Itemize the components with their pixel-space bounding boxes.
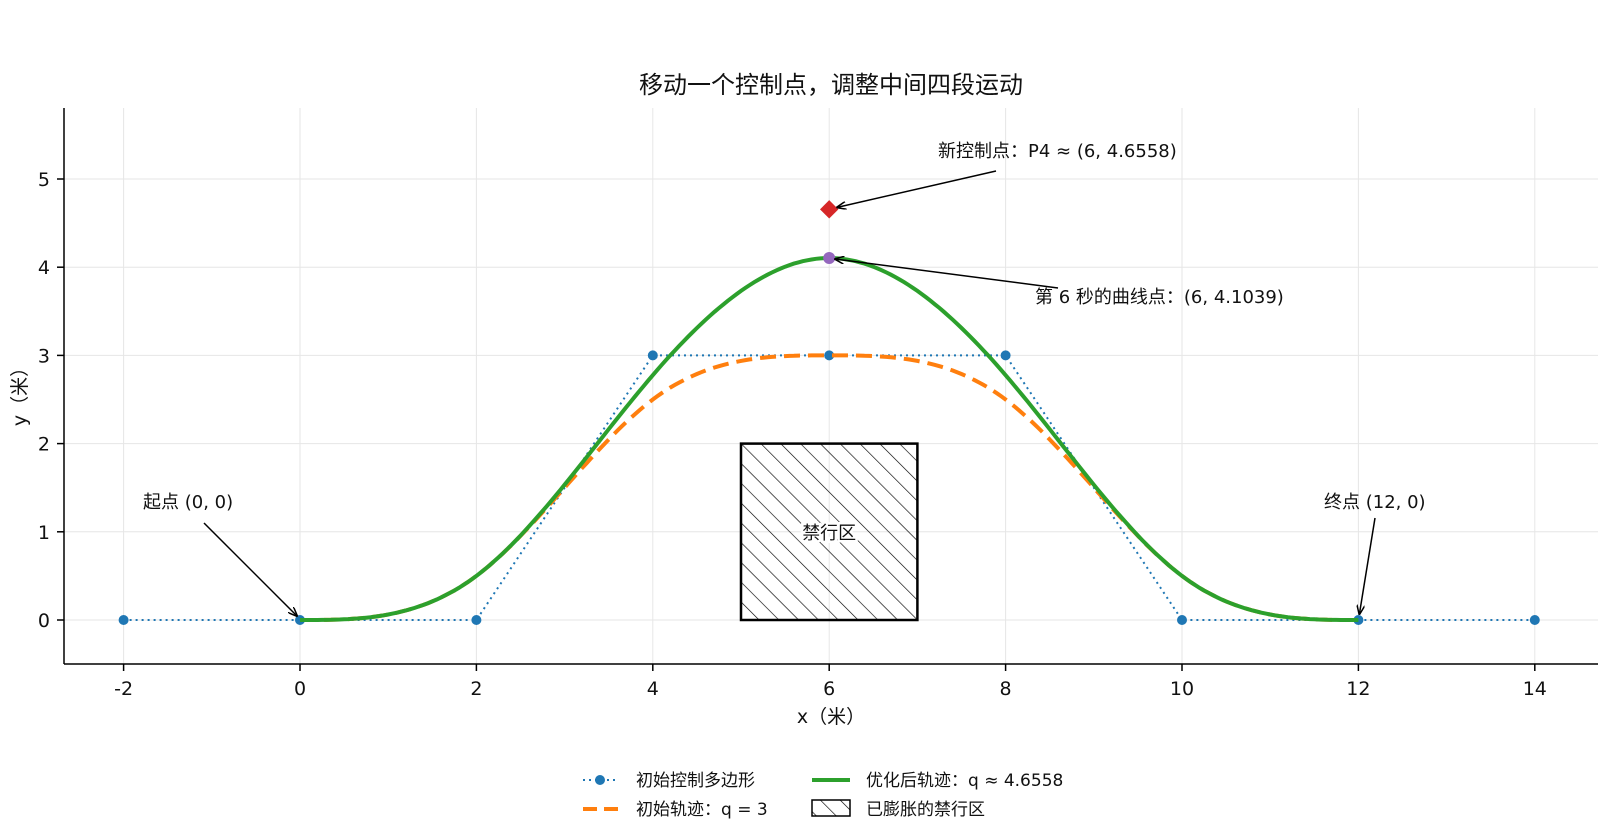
legend-label-control: 初始控制多边形	[636, 771, 755, 791]
start-arrow	[203, 522, 297, 616]
new-point-arrow	[837, 170, 997, 207]
new-control-point-marker	[820, 200, 839, 219]
x-tick-label: 8	[1000, 678, 1012, 700]
x-tick-label: 0	[294, 678, 306, 700]
y-tick-label: 5	[38, 169, 50, 191]
x-tick-label: -2	[114, 678, 133, 700]
control-points	[118, 350, 1540, 625]
control-point	[1000, 350, 1011, 361]
end-arrow	[1359, 517, 1376, 614]
x-tick-label: 14	[1523, 678, 1547, 700]
legend-marker-control	[595, 775, 605, 785]
curve-point-marker	[823, 252, 836, 265]
control-point	[118, 615, 129, 625]
x-axis-label: x（米）	[797, 706, 865, 728]
control-point	[824, 350, 835, 361]
legend-label-optimized: 优化后轨迹：q ≈ 4.6558	[866, 771, 1063, 791]
y-tick-label: 0	[38, 610, 50, 632]
x-tick-label: 10	[1170, 678, 1194, 700]
end-annotation: 终点 (12, 0)	[1324, 492, 1426, 513]
control-point	[1529, 615, 1540, 625]
y-tick-label: 1	[38, 522, 50, 544]
x-tick-label: 4	[647, 678, 659, 700]
curve-point-arrow	[835, 259, 1059, 289]
x-axis-ticks: -2 0 2 4 6 8 10 12 14	[114, 664, 1547, 700]
start-annotation: 起点 (0, 0)	[143, 492, 233, 513]
x-tick-label: 2	[470, 678, 482, 700]
control-point	[1177, 615, 1187, 625]
y-tick-label: 3	[38, 345, 50, 367]
curve-point-annotation: 第 6 秒的曲线点：(6, 4.1039)	[1035, 287, 1284, 308]
legend: 初始控制多边形 初始轨迹：q = 3 优化后轨迹：q ≈ 4.6558 已膨胀的…	[583, 771, 1063, 820]
legend-label-initial: 初始轨迹：q = 3	[636, 800, 768, 820]
y-axis-label: y（米）	[9, 358, 31, 426]
chart-title: 移动一个控制点，调整中间四段运动	[639, 71, 1023, 99]
forbidden-zone-label: 禁行区	[802, 523, 856, 544]
new-point-annotation: 新控制点：P4 ≈ (6, 4.6558)	[938, 141, 1177, 162]
y-tick-label: 2	[38, 434, 50, 456]
control-point	[647, 350, 658, 361]
x-tick-label: 6	[823, 678, 835, 700]
y-axis-ticks: 0 1 2 3 4 5	[38, 169, 64, 632]
legend-swatch-zone	[811, 799, 851, 817]
forbidden-zone	[739, 442, 919, 622]
y-tick-label: 4	[38, 257, 50, 279]
x-tick-label: 12	[1346, 678, 1370, 700]
control-point	[471, 615, 482, 625]
legend-label-zone: 已膨胀的禁行区	[866, 800, 985, 820]
